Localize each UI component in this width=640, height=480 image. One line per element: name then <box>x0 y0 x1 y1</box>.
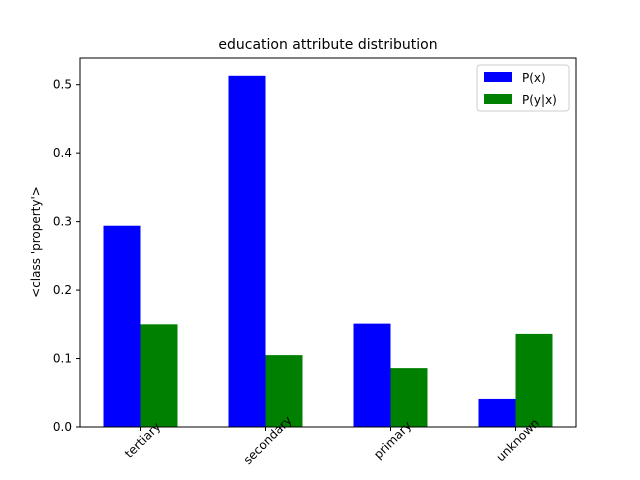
y-tick-label: 0.4 <box>53 146 72 160</box>
legend-swatch-pyx <box>484 94 512 104</box>
y-tick-label: 0.1 <box>53 352 72 366</box>
y-axis-label: <class 'property'> <box>29 186 43 298</box>
bar-px-primary <box>353 323 391 427</box>
legend-label-px: P(x) <box>522 71 546 85</box>
bar-px-tertiary <box>103 225 141 427</box>
y-tick-label: 0.0 <box>53 420 72 434</box>
plot-area-frame <box>79 57 577 428</box>
y-tick-label: 0.2 <box>53 283 72 297</box>
y-tick-label: 0.5 <box>53 78 72 92</box>
bar-px-unknown <box>478 398 516 427</box>
bar-pyx-tertiary <box>140 324 178 427</box>
legend-swatch-px <box>484 72 512 82</box>
y-ticks-group: 0.0 0.1 0.2 0.3 0.4 0.5 <box>53 78 80 434</box>
y-tick-label: 0.3 <box>53 215 72 229</box>
bar-pyx-unknown <box>515 333 553 427</box>
bar-pyx-secondary <box>265 355 303 427</box>
bar-px-secondary <box>228 75 266 428</box>
legend: P(x) P(y|x) <box>476 64 570 112</box>
chart-title: education attribute distribution <box>218 37 437 53</box>
bar-pyx-primary <box>390 368 428 427</box>
bars-group <box>103 75 553 428</box>
legend-label-pyx: P(y|x) <box>522 93 557 107</box>
